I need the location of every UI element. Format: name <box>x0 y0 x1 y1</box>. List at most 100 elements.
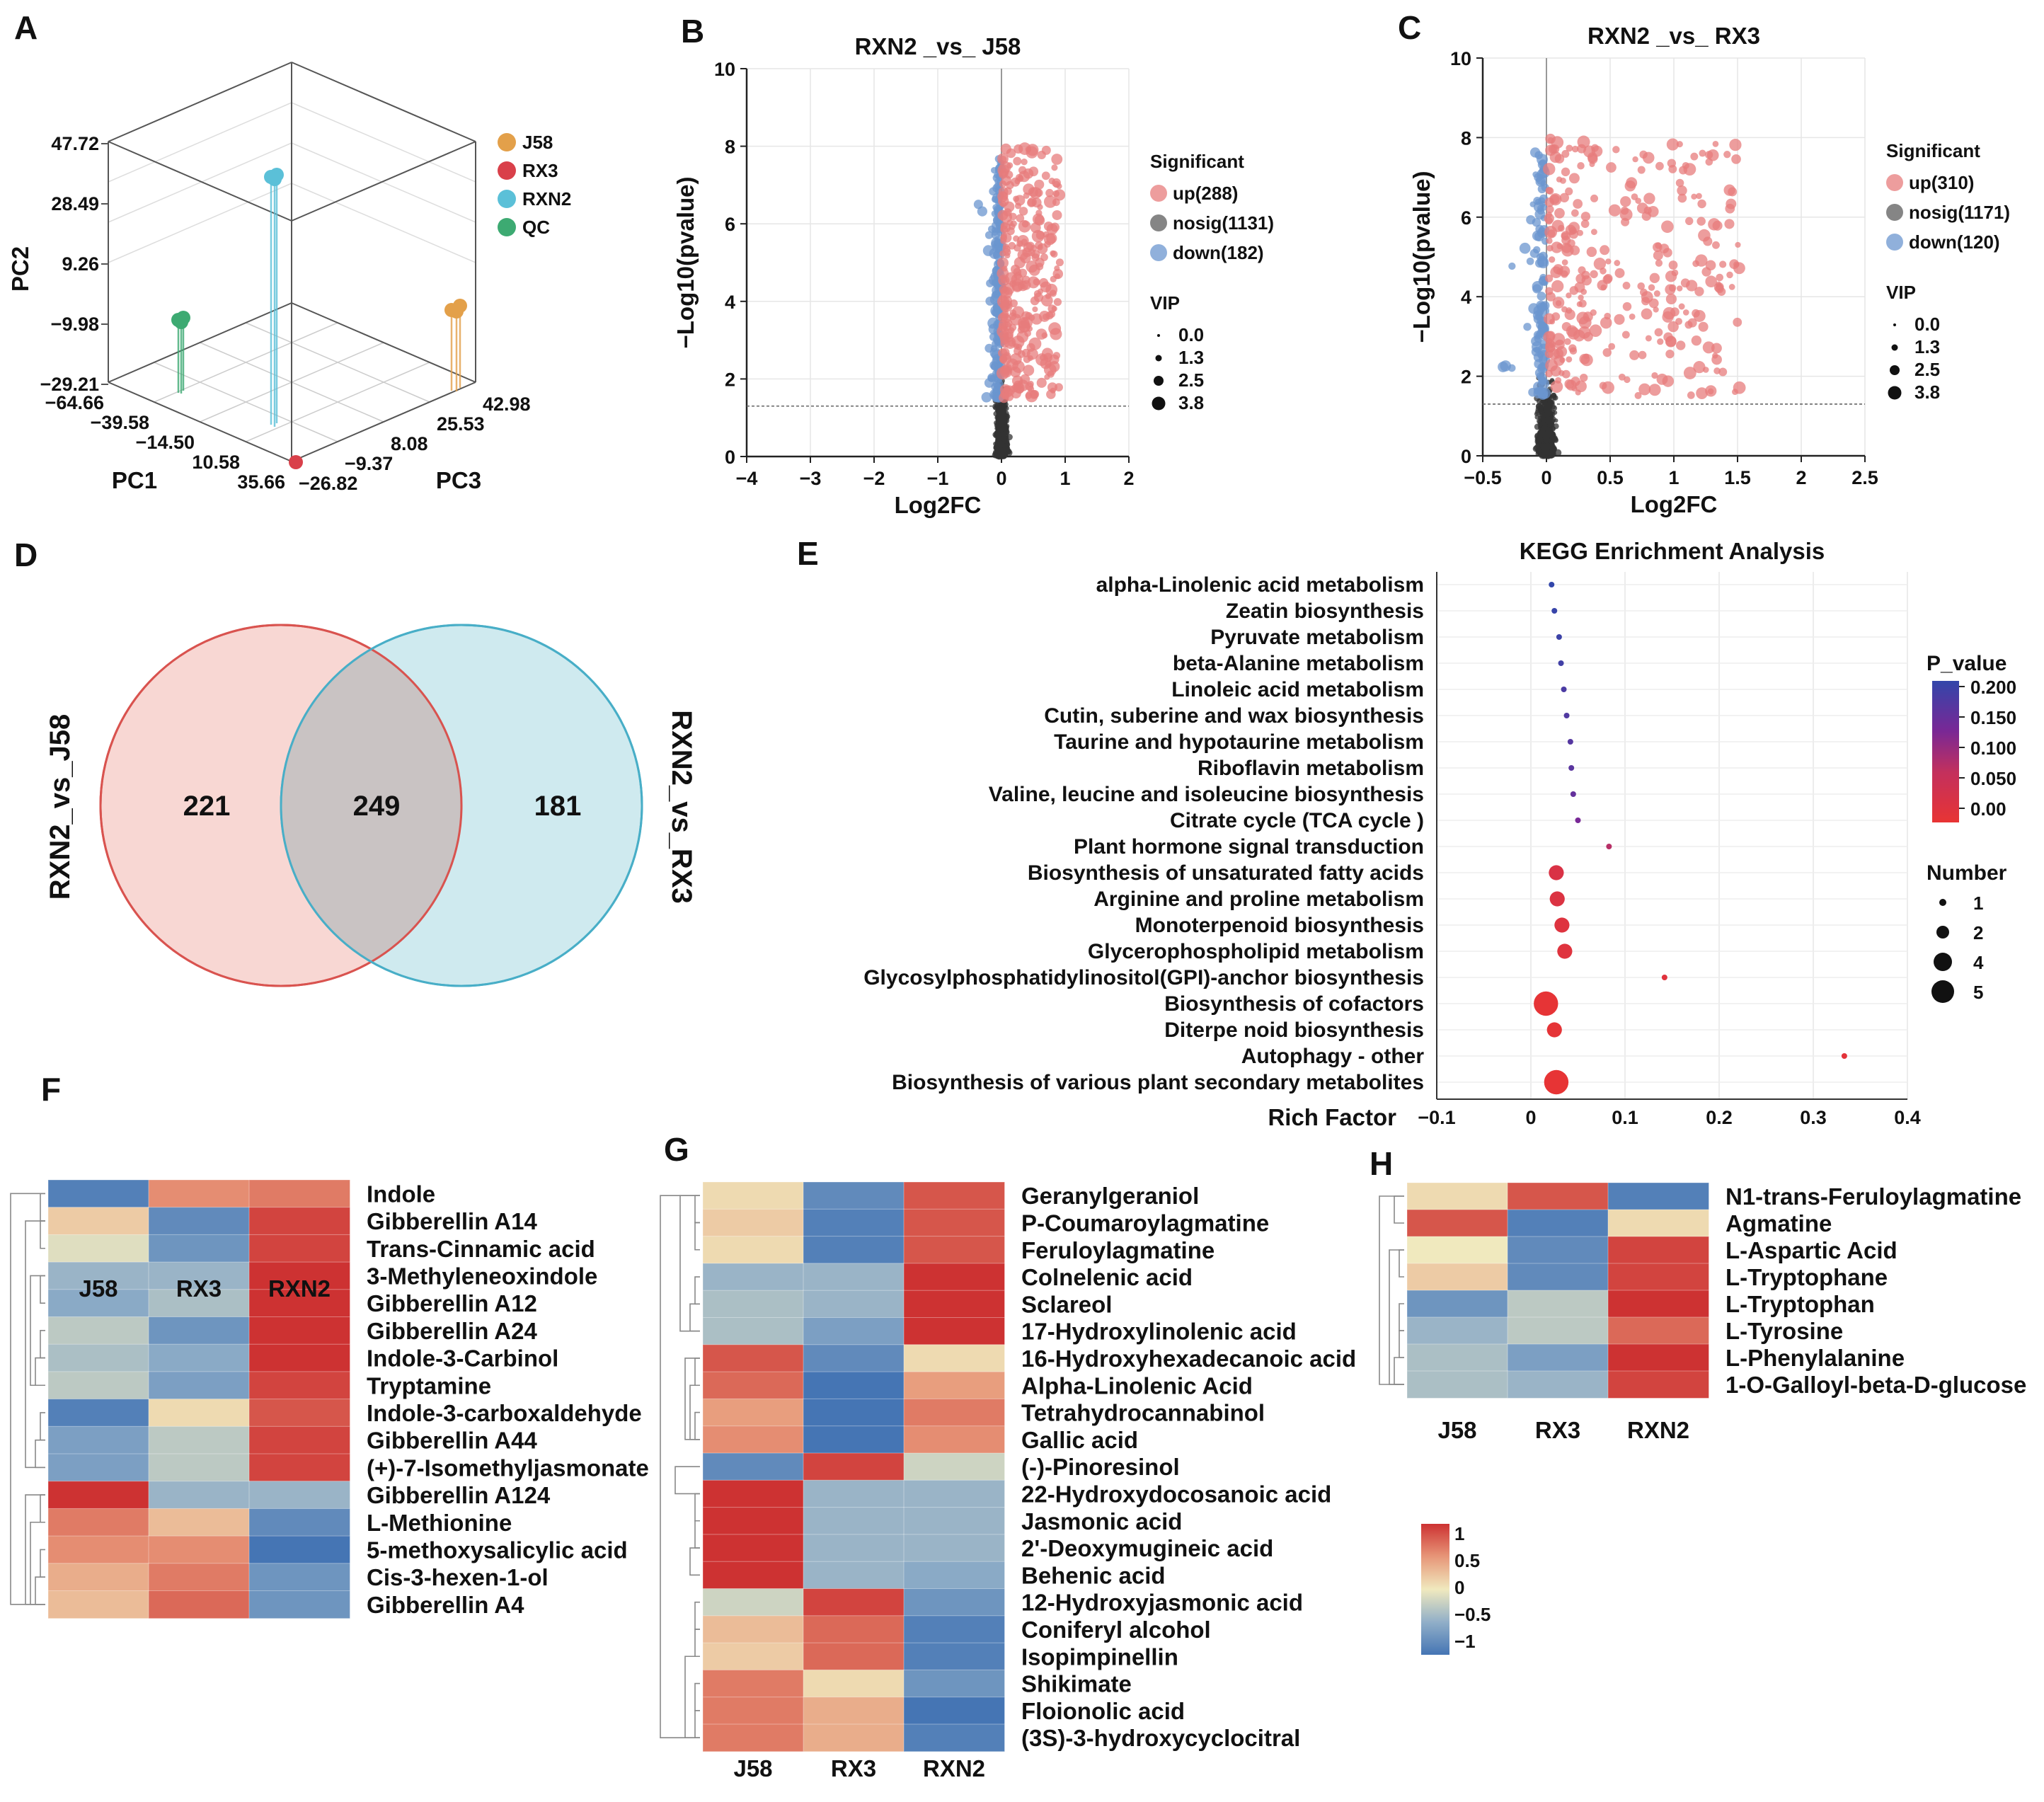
heatmap-row-label: Geranylgeraniol <box>1021 1183 1199 1209</box>
heatmap-cell <box>148 1316 250 1345</box>
volcano-point-up <box>1018 207 1028 216</box>
volcano-point-up <box>997 210 1009 221</box>
heatmap-cell <box>803 1615 905 1644</box>
volcano-point-up <box>1002 305 1009 312</box>
kegg-number-label: 1 <box>1973 893 1983 914</box>
heatmap-cell <box>248 1590 350 1619</box>
kegg-pathway-label: Plant hormone signal transduction <box>1074 835 1424 859</box>
heatmap-cell <box>1406 1236 1508 1264</box>
heatmap-row-label: Jasmonic acid <box>1021 1508 1182 1534</box>
volcano-point-up <box>1048 361 1060 372</box>
vip-legend-marker <box>1888 386 1902 400</box>
pc3-tick-label: −9.37 <box>345 453 393 474</box>
volcano-point-up <box>1729 259 1740 270</box>
heatmap-cell <box>47 1481 149 1510</box>
kegg-pathway-label: Linoleic acid metabolism <box>1171 678 1424 701</box>
volcano-point-up <box>1663 248 1672 258</box>
kegg-pathway-label: Arginine and proline metabolism <box>1093 888 1424 911</box>
heatmap-column-label: RX3 <box>176 1275 222 1302</box>
heatmap-cell <box>248 1343 350 1372</box>
pc2-tick-label: 47.72 <box>51 133 99 154</box>
cube-edge <box>291 62 476 142</box>
pc2-tick-label: 9.26 <box>62 253 99 275</box>
heatmap-row-label: L-Aspartic Acid <box>1726 1237 1897 1263</box>
kegg-bubble <box>1549 865 1564 880</box>
volcano-point-down <box>1500 360 1512 372</box>
volcano-point-up <box>1040 294 1053 306</box>
volcano-point-up <box>1004 201 1015 212</box>
volcano-point-up <box>1590 194 1599 202</box>
kegg-bubble <box>1570 791 1576 797</box>
heatmap-cell <box>903 1236 1005 1264</box>
kegg-bubble <box>1549 582 1555 587</box>
volcano-point-up <box>998 186 1009 197</box>
kegg-x-tick-label: 0.1 <box>1612 1107 1638 1128</box>
volcano-point-down <box>1537 322 1549 333</box>
volcano-point-up <box>1003 352 1011 360</box>
pca-legend-marker <box>498 218 516 236</box>
heatmap-row-label: Behenic acid <box>1021 1562 1166 1588</box>
volcano-point-nosig <box>1550 409 1556 415</box>
volcano-point-up <box>1017 234 1029 247</box>
volcano-point-up <box>1614 314 1625 325</box>
volcano-point-up <box>1614 260 1621 266</box>
volcano-point-nosig <box>997 405 1002 411</box>
volcano-point-down <box>1536 174 1547 185</box>
pc2-tick-label: 28.49 <box>51 193 99 214</box>
volcano-x-tick-label: 2 <box>1123 468 1134 489</box>
vip-legend-title: VIP <box>1150 292 1180 314</box>
cube-edge <box>108 62 292 142</box>
heatmap-cell <box>702 1479 804 1508</box>
heatmap-cell <box>903 1344 1005 1373</box>
pc3-tick-label: 42.98 <box>483 394 531 415</box>
volcano-point-up <box>1550 380 1563 394</box>
kegg-x-tick-label: 0.4 <box>1894 1107 1921 1128</box>
kegg-number-label: 5 <box>1973 982 1983 1003</box>
vip-legend-label: 1.3 <box>1914 336 1940 357</box>
heatmap-cell <box>702 1290 804 1319</box>
volcano-point-up <box>1702 341 1715 354</box>
volcano-point-up <box>1053 189 1066 201</box>
volcano-point-up <box>1028 187 1038 197</box>
volcano-point-up <box>1043 195 1057 208</box>
volcano-point-up <box>1728 284 1735 290</box>
wall-grid-line <box>108 183 292 263</box>
volcano-point-up <box>1723 184 1735 196</box>
volcano-point-up <box>1568 344 1577 352</box>
kegg-pvalue-label: 0.200 <box>1970 677 2016 698</box>
volcano-point-up <box>1016 343 1023 350</box>
volcano-point-up <box>1665 349 1675 359</box>
volcano-point-up <box>1576 311 1590 325</box>
volcano-point-up <box>1733 317 1742 327</box>
volcano-point-up <box>1580 288 1587 295</box>
volcano-point-up <box>1038 311 1050 322</box>
volcano-point-up <box>1551 219 1564 232</box>
heatmap-column-label: J58 <box>79 1275 117 1302</box>
volcano-point-down <box>1537 292 1546 301</box>
kegg-bubble <box>1544 1069 1569 1095</box>
volcano-point-up <box>1023 192 1030 199</box>
volcano-point-up <box>1052 210 1062 220</box>
volcano-y-tick-label: 8 <box>1461 127 1471 149</box>
volcano-point-up <box>1018 166 1027 175</box>
heatmap-colorbar-label: 1 <box>1454 1523 1464 1544</box>
volcano-point-up <box>1655 259 1663 267</box>
pca-point <box>174 315 188 329</box>
dendrogram-branch <box>30 1521 45 1605</box>
heatmap-cell <box>1507 1263 1609 1291</box>
volcano-point-nosig <box>1538 408 1545 415</box>
volcano-point-up <box>1657 338 1664 345</box>
volcano-point-up <box>1559 177 1566 184</box>
dendrogram-branch <box>40 1494 45 1523</box>
volcano-point-up <box>1648 384 1661 396</box>
heatmap-cell <box>803 1669 905 1698</box>
venn-outline-left <box>99 624 463 987</box>
volcano-point-up <box>1718 367 1728 377</box>
volcano-x-tick-label: −0.5 <box>1464 467 1501 488</box>
kegg-panel: KEGG Enrichment Analysis −0.1 0 0.1 0.2 0.3 0.… <box>863 538 2016 1130</box>
cube-edge <box>108 381 292 462</box>
heatmap-cell <box>1507 1236 1609 1264</box>
kegg-pathway-label: Pyruvate metabolism <box>1210 626 1424 649</box>
volcano-point-nosig <box>997 449 1003 455</box>
volcano-point-up <box>1586 246 1597 258</box>
